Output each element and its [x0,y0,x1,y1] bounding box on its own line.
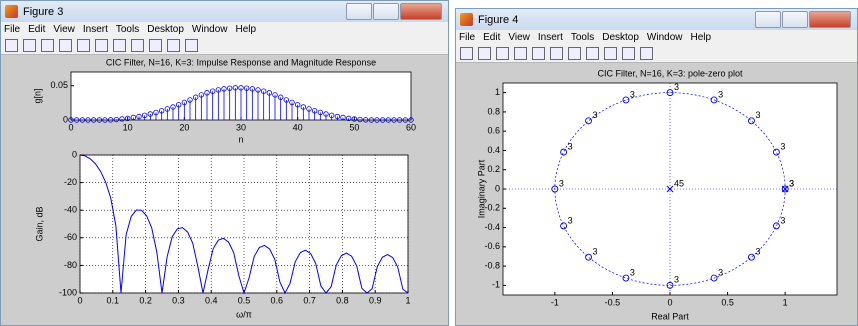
y-tick-label: 0 [72,149,77,159]
y-tick-label: 1 [495,87,500,97]
page: Figure 3 FileEditViewInsertToolsDesktopW… [0,0,858,326]
y-tick-label: 0 [495,183,500,193]
y-tick-label: -0.6 [484,241,500,251]
chart-title: CIC Filter, N=16, K=3: pole-zero plot [597,68,743,78]
y-tick-label: -60 [64,232,77,242]
multiplicity-label: 3 [718,89,723,99]
x-tick-label: 0 [77,295,82,305]
y-tick-label: 0.4 [487,145,500,155]
y-axis-label: Imaginary Part [476,159,486,218]
multiplicity-label: 3 [780,215,785,225]
multiplicity-label: 3 [718,267,723,277]
x-axis-label: n [238,134,243,144]
y-tick-label: -100 [59,287,77,297]
x-tick-label: 40 [293,122,303,132]
x-tick-label: 0 [68,122,73,132]
x-tick-label: 0.4 [205,295,218,305]
x-tick-label: 1 [405,295,410,305]
x-tick-label: 0.1 [107,295,120,305]
y-tick-label: -20 [64,177,77,187]
multiplicity-label: 3 [755,110,760,120]
multiplicity-label: 3 [568,215,573,225]
y-tick-label: -0.4 [484,222,500,232]
y-tick-label: -1 [492,280,500,290]
y-tick-label: -0.8 [484,260,500,270]
x-tick-label: 20 [179,122,189,132]
x-tick-label: 0.3 [172,295,185,305]
x-tick-label: 60 [406,122,416,132]
x-tick-label: -1 [551,297,559,307]
x-axis-label: Real Part [651,311,689,321]
y-axis-label: g[n] [32,88,42,103]
y-tick-label: 0.8 [487,106,500,116]
x-tick-label: 0.8 [336,295,349,305]
y-tick-label: -80 [64,260,77,270]
x-tick-label: 0.2 [139,295,152,305]
x-axis-label: ω/π [236,309,252,319]
x-tick-label: -0.5 [605,297,621,307]
chart-title: CIC Filter, N=16, K=3: Impulse Response … [106,57,376,67]
y-tick-label: -40 [64,205,77,215]
multiplicity-label: 3 [674,275,679,285]
multiplicity-label: 3 [755,247,760,257]
multiplicity-label: 3 [559,178,564,188]
y-tick-label: 0.2 [487,164,500,174]
multiplicity-label: 3 [593,247,598,257]
multiplicity-label: 45 [674,178,684,188]
x-tick-label: 30 [236,122,246,132]
x-tick-label: 0.5 [238,295,251,305]
y-tick-label: 0 [63,114,68,124]
x-tick-label: 0 [667,297,672,307]
multiplicity-label: 3 [593,110,598,120]
y-tick-label: 0.05 [50,80,68,90]
x-tick-label: 0.5 [721,297,734,307]
multiplicity-label: 3 [789,178,794,188]
multiplicity-label: 3 [568,141,573,151]
x-tick-label: 10 [123,122,133,132]
x-tick-label: 1 [783,297,788,307]
multiplicity-label: 3 [780,141,785,151]
x-tick-label: 50 [349,122,359,132]
multiplicity-label: 3 [674,82,679,92]
y-tick-label: 0.6 [487,126,500,136]
x-tick-label: 0.7 [303,295,316,305]
x-tick-label: 0.9 [369,295,382,305]
y-tick-label: -0.2 [484,203,500,213]
multiplicity-label: 3 [630,89,635,99]
charts: 010203040506000.05CIC Filter, N=16, K=3:… [0,0,858,326]
multiplicity-label: 3 [630,267,635,277]
y-axis-label: Gain, dB [34,206,44,241]
x-tick-label: 0.6 [271,295,284,305]
